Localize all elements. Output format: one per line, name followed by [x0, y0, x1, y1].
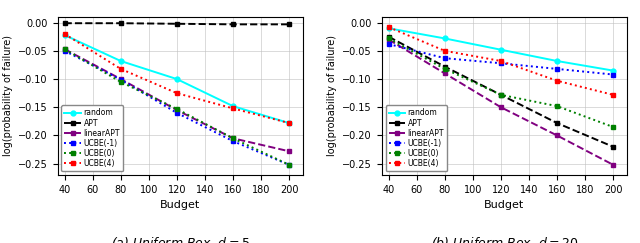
linearAPT [497, 106, 505, 109]
Y-axis label: log(probability of failure): log(probability of failure) [3, 35, 13, 156]
APT [61, 22, 68, 25]
UCBE(-1) [441, 57, 449, 60]
Line: UCBE(-1): UCBE(-1) [387, 42, 616, 77]
X-axis label: Budget: Budget [160, 200, 200, 210]
Line: linearAPT: linearAPT [62, 47, 291, 154]
Legend: random, APT, linearAPT, UCBE(-1), UCBE(0), UCBE(4): random, APT, linearAPT, UCBE(-1), UCBE(0… [385, 105, 447, 171]
UCBE(4) [117, 68, 125, 70]
APT [497, 93, 505, 96]
UCBE(0) [117, 80, 125, 83]
UCBE(0) [229, 137, 237, 140]
Line: UCBE(0): UCBE(0) [387, 36, 616, 130]
Y-axis label: log(probability of failure): log(probability of failure) [326, 35, 337, 156]
random [285, 122, 293, 124]
Text: (b) Uniform Box, $d = 20$: (b) Uniform Box, $d = 20$ [431, 235, 578, 243]
UCBE(0) [609, 126, 617, 129]
linearAPT [285, 150, 293, 153]
UCBE(4) [61, 33, 68, 35]
UCBE(0) [61, 48, 68, 51]
random [117, 60, 125, 62]
APT [441, 65, 449, 68]
UCBE(-1) [117, 78, 125, 81]
Line: UCBE(4): UCBE(4) [62, 32, 291, 125]
random [609, 69, 617, 72]
UCBE(4) [385, 26, 392, 29]
UCBE(0) [441, 68, 449, 70]
UCBE(0) [285, 163, 293, 166]
Text: (a) Uniform Box, $d = 5$: (a) Uniform Box, $d = 5$ [111, 235, 250, 243]
random [385, 27, 392, 30]
UCBE(0) [553, 105, 561, 108]
UCBE(4) [173, 92, 180, 95]
UCBE(-1) [61, 49, 68, 52]
random [497, 48, 505, 51]
UCBE(-1) [553, 68, 561, 70]
APT [173, 22, 180, 25]
UCBE(-1) [173, 112, 180, 114]
UCBE(0) [385, 37, 392, 40]
APT [229, 23, 237, 26]
APT [117, 22, 125, 25]
UCBE(0) [497, 93, 505, 96]
Line: UCBE(0): UCBE(0) [62, 47, 291, 167]
Line: linearAPT: linearAPT [387, 37, 616, 167]
linearAPT [117, 78, 125, 80]
linearAPT [385, 38, 392, 41]
linearAPT [61, 48, 68, 51]
linearAPT [609, 163, 617, 166]
APT [385, 35, 392, 38]
APT [609, 145, 617, 148]
random [61, 34, 68, 36]
UCBE(-1) [285, 163, 293, 166]
UCBE(-1) [609, 73, 617, 76]
Line: random: random [387, 26, 616, 73]
Line: UCBE(4): UCBE(4) [387, 25, 616, 97]
UCBE(4) [609, 93, 617, 96]
linearAPT [173, 109, 180, 112]
random [553, 60, 561, 62]
UCBE(-1) [229, 140, 237, 143]
UCBE(-1) [385, 43, 392, 45]
random [441, 37, 449, 40]
random [229, 105, 237, 108]
linearAPT [441, 72, 449, 75]
Line: random: random [62, 33, 291, 125]
UCBE(4) [441, 49, 449, 52]
Line: UCBE(-1): UCBE(-1) [62, 48, 291, 167]
Legend: random, APT, linearAPT, UCBE(-1), UCBE(0), UCBE(4): random, APT, linearAPT, UCBE(-1), UCBE(0… [61, 105, 123, 171]
X-axis label: Budget: Budget [484, 200, 525, 210]
APT [553, 122, 561, 124]
APT [285, 23, 293, 26]
UCBE(-1) [497, 62, 505, 65]
linearAPT [229, 137, 237, 140]
random [173, 78, 180, 80]
UCBE(0) [173, 107, 180, 110]
linearAPT [553, 134, 561, 137]
Line: APT: APT [62, 21, 291, 27]
Line: APT: APT [387, 34, 616, 149]
UCBE(4) [497, 60, 505, 62]
UCBE(4) [285, 122, 293, 124]
UCBE(4) [229, 107, 237, 110]
UCBE(4) [553, 79, 561, 82]
